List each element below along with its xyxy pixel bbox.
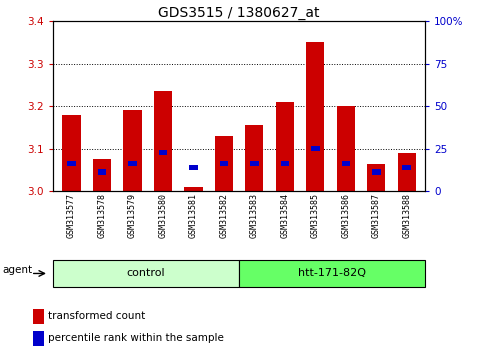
Text: control: control (127, 268, 165, 279)
Bar (372, 170, 381, 175)
Bar (276, 102, 294, 191)
Bar (67, 161, 76, 166)
Bar (53, 260, 239, 287)
Bar (128, 161, 137, 166)
Bar (311, 146, 320, 151)
Bar (220, 161, 228, 166)
Text: GSM313577: GSM313577 (67, 193, 76, 238)
Text: percentile rank within the sample: percentile rank within the sample (48, 333, 224, 343)
Bar (367, 164, 385, 191)
Text: GSM313579: GSM313579 (128, 193, 137, 238)
Bar (189, 165, 198, 170)
Bar (402, 165, 411, 170)
Text: htt-171-82Q: htt-171-82Q (298, 268, 366, 279)
Bar (33, 309, 44, 324)
Text: GSM313586: GSM313586 (341, 193, 350, 238)
Bar (154, 91, 172, 191)
Text: GSM313583: GSM313583 (250, 193, 259, 238)
Bar (215, 136, 233, 191)
Bar (93, 159, 111, 191)
Text: GSM313578: GSM313578 (98, 193, 106, 238)
Text: GSM313580: GSM313580 (158, 193, 168, 238)
Bar (341, 161, 350, 166)
Text: agent: agent (3, 265, 33, 275)
Bar (250, 161, 258, 166)
Bar (184, 187, 202, 191)
Title: GDS3515 / 1380627_at: GDS3515 / 1380627_at (158, 6, 320, 20)
Bar (98, 170, 106, 175)
Text: GSM313581: GSM313581 (189, 193, 198, 238)
Bar (245, 125, 263, 191)
Bar (123, 110, 142, 191)
Bar (62, 115, 81, 191)
Text: GSM313584: GSM313584 (280, 193, 289, 238)
Bar (337, 106, 355, 191)
Bar (306, 42, 325, 191)
Text: GSM313587: GSM313587 (372, 193, 381, 238)
Text: GSM313582: GSM313582 (219, 193, 228, 238)
Bar (158, 150, 167, 155)
Text: GSM313585: GSM313585 (311, 193, 320, 238)
Bar (239, 260, 425, 287)
Bar (398, 153, 416, 191)
Text: GSM313588: GSM313588 (402, 193, 411, 238)
Bar (33, 331, 44, 346)
Bar (281, 161, 289, 166)
Text: transformed count: transformed count (48, 312, 145, 321)
